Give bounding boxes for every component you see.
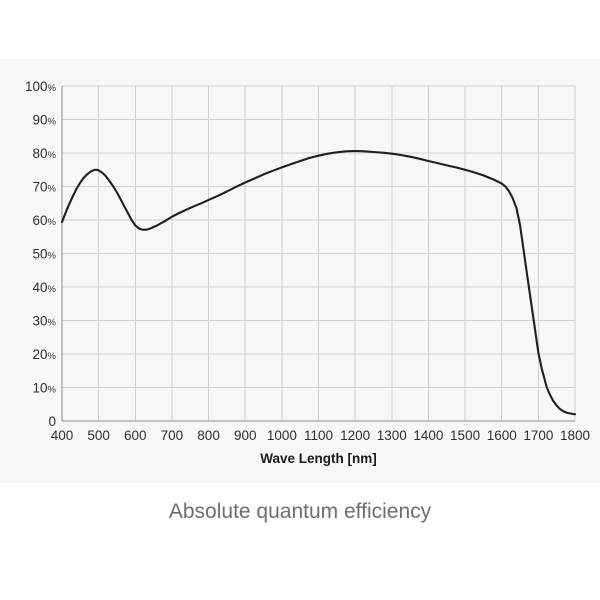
y-tick-label: 70% (33, 179, 57, 194)
y-tick-label: 40% (33, 280, 57, 295)
y-tick-label: 80% (33, 146, 57, 161)
x-tick-label: 1300 (377, 428, 407, 443)
y-tick-label: 0 (48, 414, 56, 429)
chart-caption: Absolute quantum efficiency (168, 500, 432, 523)
x-tick-label: 700 (161, 428, 184, 443)
y-tick-label: 50% (33, 246, 57, 261)
y-tick-label: 60% (33, 213, 57, 228)
x-tick-label: 500 (87, 428, 110, 443)
x-tick-label: 1000 (267, 428, 297, 443)
y-tick-label: 30% (33, 313, 57, 328)
x-tick-label: 1600 (487, 428, 517, 443)
x-tick-label: 800 (197, 428, 220, 443)
x-tick-label: 1200 (340, 428, 370, 443)
x-axis-title: Wave Length [nm] (260, 451, 377, 466)
x-tick-label: 1100 (304, 428, 333, 443)
chart-panel: 0 10% 20% 30% 40% 50% 60% 70% 80% 90% 100% 400 500 60… (0, 59, 600, 483)
y-tick-label: 100% (25, 79, 57, 94)
x-tick-label: 400 (51, 428, 74, 443)
x-tick-label: 900 (234, 428, 257, 443)
quantum-efficiency-chart: 0 10% 20% 30% 40% 50% 60% 70% 80% 90% 100% 400 500 60… (25, 79, 590, 466)
y-tick-label: 10% (33, 380, 57, 395)
qe-curve (60, 149, 577, 416)
x-tick-label: 1400 (413, 428, 443, 443)
x-tick-label: 1700 (523, 428, 553, 443)
x-tick-label: 1500 (450, 428, 480, 443)
x-tick-label: 600 (124, 428, 147, 443)
x-tick-label: 1800 (560, 428, 590, 443)
y-tick-label: 20% (33, 347, 57, 362)
y-tick-label: 90% (33, 112, 57, 127)
